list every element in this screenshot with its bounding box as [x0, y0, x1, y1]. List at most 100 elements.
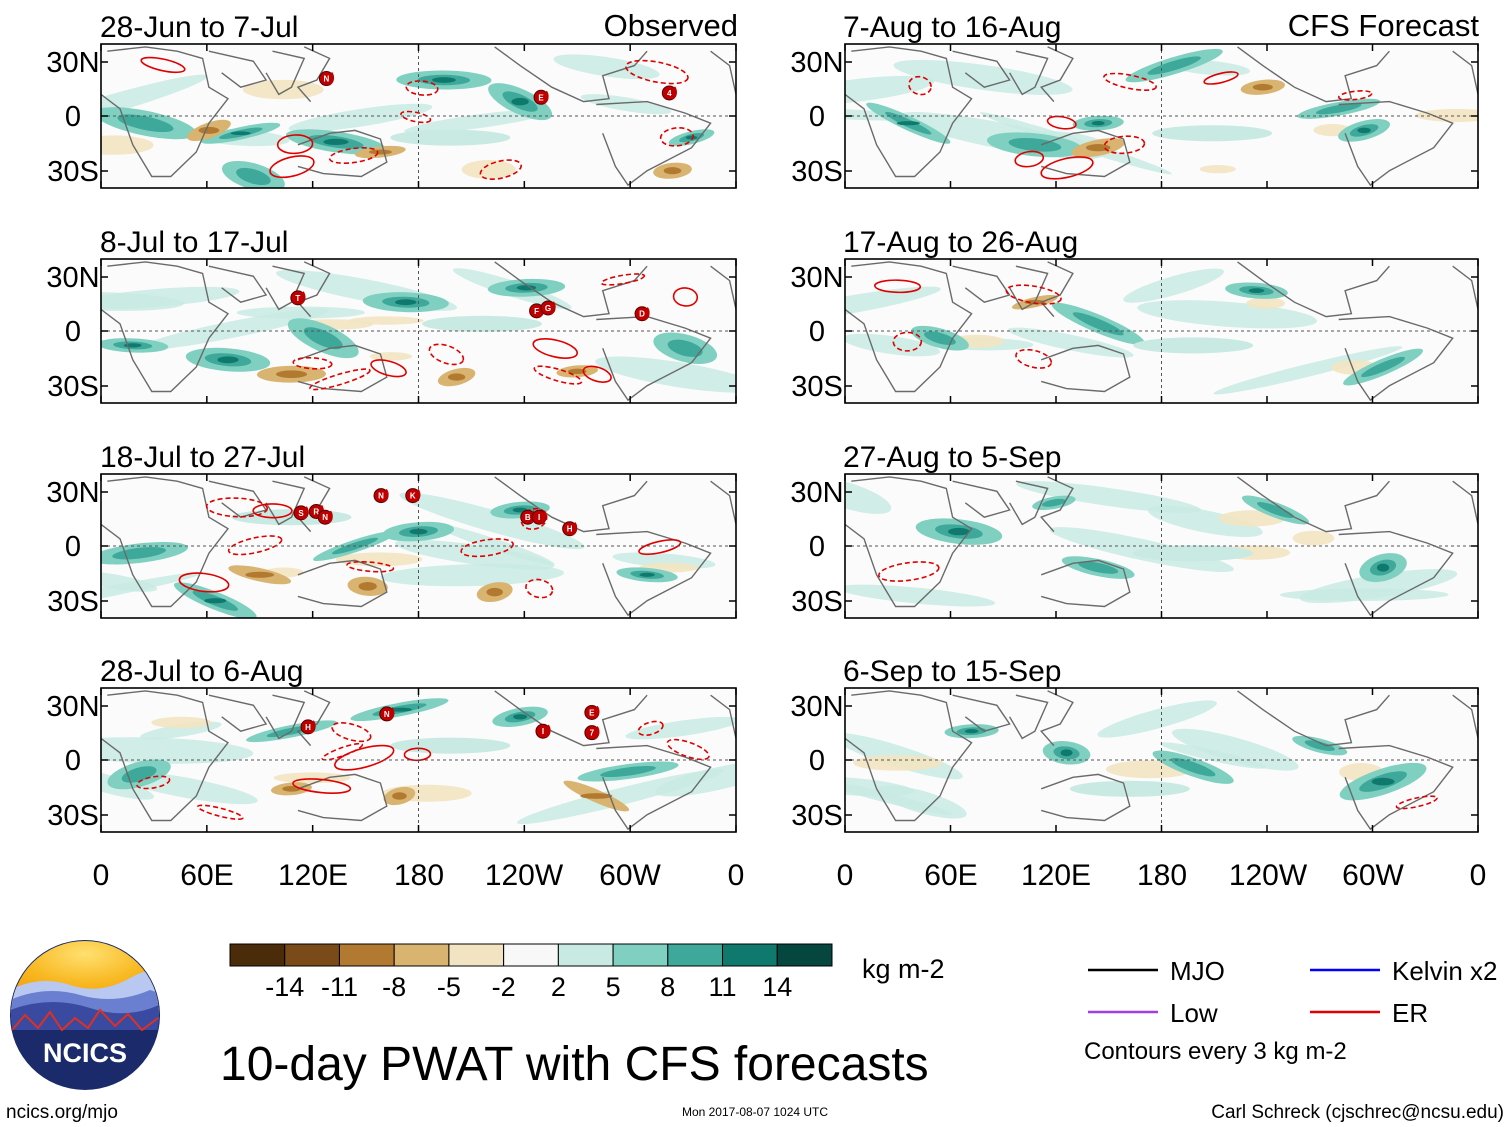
er-contour: [892, 331, 923, 352]
pwat-anomaly-dry-core: [567, 368, 587, 374]
er-contour: [638, 539, 682, 556]
cyclone-label: 4: [667, 89, 672, 98]
pwat-anomaly-wet-core: [1170, 758, 1216, 777]
lat-label: 30S: [791, 156, 843, 188]
pwat-anomaly-dry-light: [1292, 530, 1335, 546]
pwat-anomaly-wet-core: [1041, 498, 1066, 507]
coastline: [1452, 265, 1478, 310]
pwat-anomaly-light: [845, 333, 941, 357]
lat-label: 30S: [791, 800, 843, 832]
coastline: [1338, 744, 1454, 831]
er-contour: [1103, 135, 1146, 155]
tropical-cyclone-marker: E: [584, 704, 600, 720]
map-panel: 30N 0 30S 6-Sep to 15-Sep: [790, 655, 1479, 833]
tropical-cyclone-marker: 7: [584, 725, 600, 741]
er-contour: [196, 804, 244, 821]
lon-axis-left: 0 60E 120E 180 120W 60W 0: [93, 859, 745, 892]
legend-label-mjo: MJO: [1170, 956, 1225, 986]
lat-label: 30N: [46, 47, 99, 79]
er-contour: [659, 127, 695, 147]
pwat-anomaly-wet-peak: [1060, 749, 1073, 757]
coastline: [296, 690, 331, 747]
er-contour: [276, 134, 314, 155]
er-contour: [1203, 71, 1239, 85]
pwat-anomaly-wet-core: [1008, 137, 1062, 152]
coastline: [101, 476, 230, 608]
cyclone-label: G: [545, 304, 551, 313]
er-contour: [600, 273, 646, 286]
cyclone-label: H: [567, 525, 573, 534]
cyclone-label: R: [313, 507, 319, 516]
ncics-logo: NCICS: [10, 940, 160, 1090]
pwat-anomaly-dry-core: [245, 571, 275, 578]
coastline: [845, 476, 973, 608]
pwat-anomaly-light: [595, 356, 736, 393]
er-contour: [479, 159, 522, 180]
coastline: [1040, 559, 1131, 608]
er-contour: [328, 147, 379, 165]
colorbar-swatch: [722, 943, 778, 967]
pwat-anomaly-dry-light: [1415, 108, 1478, 122]
pwat-anomaly-wet-peak: [204, 598, 227, 604]
cyclone-label: B: [525, 513, 531, 522]
er-contour: [428, 343, 465, 366]
coastline: [1040, 261, 1074, 318]
legend-label-er: ER: [1392, 998, 1428, 1028]
lon-label: 0: [93, 859, 110, 892]
panel-period-title: 17-Aug to 26-Aug: [843, 226, 1078, 259]
pwat-anomaly-dry-light: [1199, 165, 1236, 174]
panel-period-title: 28-Jul to 6-Aug: [100, 655, 303, 688]
pwat-anomaly-light: [395, 539, 555, 570]
coastline: [1452, 694, 1478, 739]
tropical-cyclone-marker: 4: [661, 85, 677, 101]
pwat-anomaly-wet-core: [117, 114, 174, 133]
er-contour: [460, 538, 514, 558]
pwat-anomaly-wet-peak: [1376, 563, 1390, 572]
coastline: [596, 100, 712, 187]
tropical-cyclone-marker: E: [533, 89, 549, 105]
lat-label: 30S: [47, 586, 99, 618]
pwat-anomaly-light: [1152, 125, 1273, 142]
coastline: [845, 46, 973, 178]
pwat-anomaly-light: [893, 59, 1073, 95]
footer-site: ncics.org/mjo: [6, 1102, 118, 1123]
cyclone-label: D: [639, 310, 645, 319]
pwat-anomaly-light: [380, 563, 565, 587]
pwat-anomaly-light: [236, 306, 365, 319]
lat-label: 30N: [790, 477, 843, 509]
legend: MJO Kelvin x2 Low ER Contours every 3 kg…: [1084, 956, 1498, 1065]
pwat-anomaly-wet-core: [121, 766, 157, 783]
pwat-anomaly-wet-peak: [639, 572, 655, 577]
colorbar-swatch: [338, 943, 395, 967]
colorbar-tick-label: -8: [382, 972, 406, 1002]
er-contour: [1014, 150, 1045, 168]
pwat-anomaly-light: [1159, 742, 1266, 769]
pwat-anomaly-light: [404, 109, 550, 134]
pwat-anomaly-wet-core: [303, 327, 343, 350]
lat-label: 30N: [790, 47, 843, 79]
coastline: [1338, 315, 1454, 402]
pwat-anomaly-dry-core: [358, 582, 377, 591]
lon-label: 120E: [1021, 859, 1091, 892]
coastline: [952, 50, 1011, 88]
coastline: [1040, 690, 1074, 747]
pwat-anomaly-wet-core: [1072, 312, 1124, 336]
pwat-anomaly-wet-core: [1256, 502, 1294, 518]
er-contour: [637, 720, 664, 736]
coastline: [952, 480, 1011, 518]
colorbar-tick-label: -14: [265, 972, 304, 1002]
coastline: [952, 694, 1011, 732]
tropical-cyclone-marker: N: [317, 509, 333, 525]
panel-period-title: 18-Jul to 27-Jul: [100, 441, 305, 474]
er-contour: [525, 578, 554, 599]
er-contour: [292, 356, 333, 370]
er-contour: [227, 535, 283, 556]
pwat-anomaly-light: [101, 737, 254, 764]
map-panel: H N I E 7 30N 0 30S 28-Jul to 6-Aug: [46, 655, 737, 833]
tropical-cyclone-marker: N: [379, 706, 395, 722]
coastline: [1040, 773, 1131, 822]
cyclone-label: H: [305, 723, 311, 732]
pwat-anomaly-light: [1097, 700, 1217, 738]
coastline: [1008, 265, 1049, 311]
er-contour: [878, 561, 940, 582]
